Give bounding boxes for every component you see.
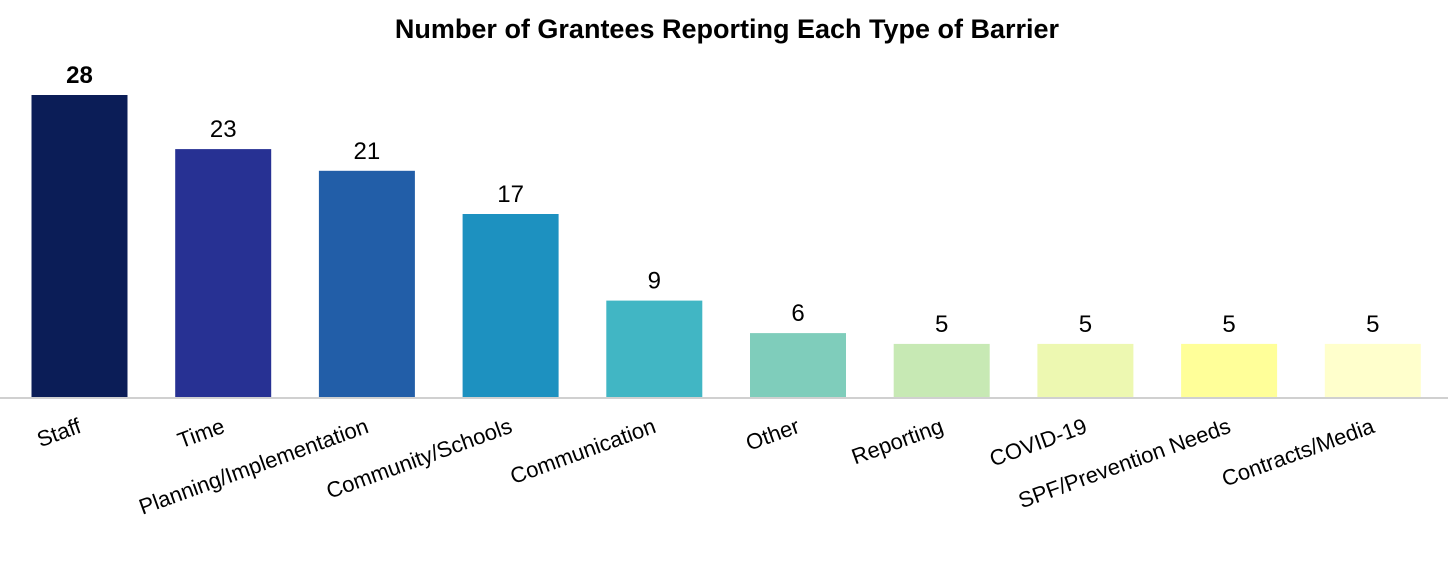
category-label-7: COVID-19 xyxy=(986,413,1090,471)
bar-3 xyxy=(462,214,559,398)
value-label-4: 9 xyxy=(648,268,661,295)
bar-8 xyxy=(1181,343,1278,398)
bar-4 xyxy=(606,300,703,398)
category-label-1: Time xyxy=(174,413,228,453)
category-label-9: Contracts/Media xyxy=(1218,413,1378,492)
value-label-7: 5 xyxy=(1079,311,1092,338)
value-label-9: 5 xyxy=(1366,311,1379,338)
value-label-0: 28 xyxy=(66,62,93,89)
chart-title: Number of Grantees Reporting Each Type o… xyxy=(395,14,1060,44)
bar-9 xyxy=(1324,343,1421,398)
category-labels-group: Staff TimePlanning/ImplementationCommunit… xyxy=(34,413,1379,520)
value-label-8: 5 xyxy=(1222,311,1235,338)
value-label-5: 6 xyxy=(791,300,804,327)
category-label-5: Other xyxy=(742,413,802,455)
category-label-4: Communication xyxy=(507,413,659,489)
bar-1 xyxy=(175,149,272,398)
value-label-6: 5 xyxy=(935,311,948,338)
bar-6 xyxy=(893,343,990,398)
value-label-1: 23 xyxy=(210,116,237,143)
category-label-0: Staff xyxy=(34,413,86,452)
value-label-2: 21 xyxy=(354,138,381,165)
bar-7 xyxy=(1037,343,1134,398)
bar-5 xyxy=(750,333,846,398)
value-labels-group: 28 23 21 17 9 6 5 5 5 5 xyxy=(66,62,1379,338)
bar-2 xyxy=(318,170,415,399)
category-label-2: Planning/Implementation xyxy=(136,413,372,519)
bar-0 xyxy=(31,95,128,398)
category-label-6: Reporting xyxy=(848,413,946,469)
bars-group xyxy=(31,95,1421,399)
value-label-3: 17 xyxy=(497,181,524,208)
